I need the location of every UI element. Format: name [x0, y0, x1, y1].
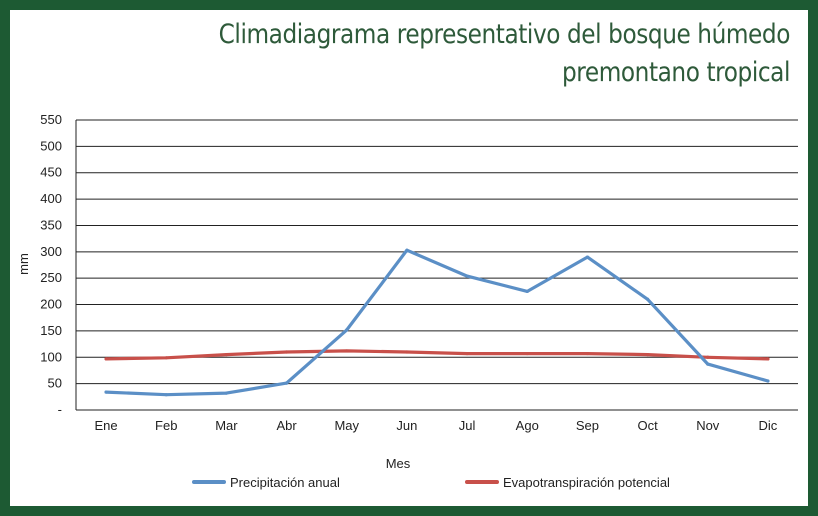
y-tick-label: 150 [40, 323, 62, 338]
data-point [766, 357, 770, 361]
data-point [164, 393, 168, 397]
y-tick-label: - [58, 402, 62, 417]
x-tick-label: Oct [637, 418, 658, 433]
data-point [224, 353, 229, 357]
legend-label: Evapotranspiración potencial [503, 475, 670, 490]
x-axis-label: Mes [386, 456, 411, 471]
chart-title-line-2: premontano tropical [561, 57, 790, 88]
data-point [706, 362, 710, 366]
data-point [224, 391, 229, 395]
chart-title: Climadiagrama representativo del bosque … [188, 16, 791, 92]
data-point [284, 381, 289, 385]
series-line-evapotranspiracion [104, 349, 770, 361]
data-point [104, 390, 108, 394]
y-tick-label: 200 [40, 297, 62, 312]
data-point [164, 356, 168, 360]
data-point [345, 328, 349, 332]
x-tick-label: Mar [215, 418, 238, 433]
data-point [706, 355, 710, 359]
data-point [525, 351, 529, 356]
x-tick-label: Dic [759, 418, 778, 433]
data-point [405, 248, 409, 252]
x-tick-label: Jul [459, 418, 476, 433]
data-point [645, 353, 650, 357]
data-point [645, 297, 650, 301]
x-tick-label: Jun [396, 418, 417, 433]
data-point [766, 379, 770, 383]
y-tick-label: 50 [48, 376, 62, 391]
y-tick-label: 450 [40, 165, 62, 180]
y-tick-label: 550 [40, 112, 62, 127]
y-tick-label: 500 [40, 138, 62, 153]
data-point [525, 289, 529, 293]
legend-label: Precipitación anual [230, 475, 340, 490]
y-axis-label: mm [16, 253, 31, 275]
y-tick-label: 350 [40, 217, 62, 232]
chart-frame: Climadiagrama representativo del bosque … [10, 10, 808, 506]
y-tick-label: 300 [40, 244, 62, 259]
data-point [585, 351, 590, 356]
chart-title-line-1: Climadiagrama representativo del bosque … [218, 19, 791, 50]
data-point [104, 357, 108, 361]
series-line-precipitacion [104, 248, 770, 397]
x-tick-label: Nov [696, 418, 720, 433]
x-tick-label: Feb [155, 418, 177, 433]
x-tick-label: Ene [95, 418, 118, 433]
data-point [585, 255, 590, 259]
y-tick-label: 100 [40, 349, 62, 364]
data-point [465, 351, 469, 356]
x-tick-label: Sep [576, 418, 599, 433]
data-point [405, 350, 409, 354]
data-point [465, 274, 469, 278]
y-tick-label: 250 [40, 270, 62, 285]
x-tick-label: Abr [276, 418, 297, 433]
x-tick-label: May [334, 418, 359, 433]
data-point [345, 349, 349, 353]
y-tick-label: 400 [40, 191, 62, 206]
x-tick-label: Ago [516, 418, 539, 433]
data-point [284, 350, 289, 354]
